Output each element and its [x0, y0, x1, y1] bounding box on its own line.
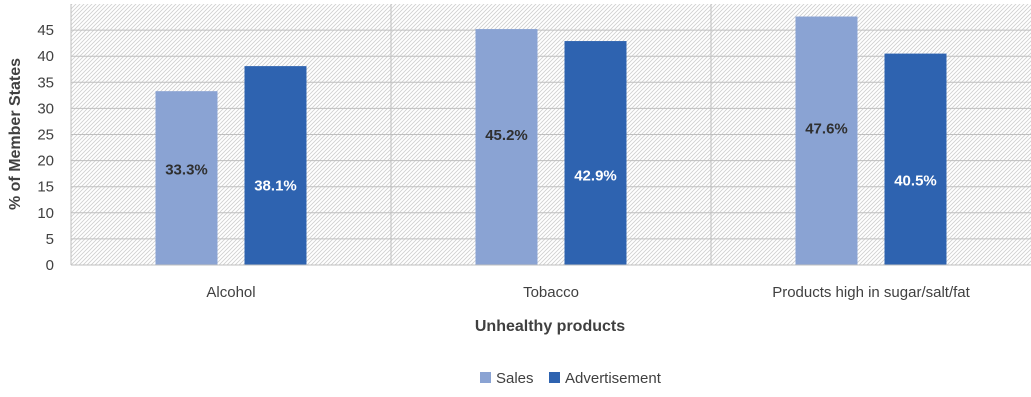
- bar-advertisement-2: [884, 53, 947, 266]
- category-separators: [70, 4, 712, 265]
- legend: Sales Advertisement: [480, 370, 662, 387]
- x-tick-label: Products high in sugar/salt/fat: [772, 284, 970, 301]
- y-tick-label: 5: [46, 231, 54, 248]
- y-tick-label: 40: [37, 48, 54, 65]
- y-axis-title: % of Member States: [7, 58, 24, 210]
- legend-swatch: [549, 372, 560, 383]
- y-tick-label: 20: [37, 153, 54, 170]
- x-tick-label: Tobacco: [523, 284, 579, 301]
- bar-sales-2: [795, 16, 858, 265]
- y-tick-label: 30: [37, 100, 54, 117]
- bars: [155, 16, 947, 266]
- legend-label: Sales: [496, 370, 534, 387]
- y-tick-label: 15: [37, 179, 54, 196]
- x-axis-ticks: Alcohol Tobacco Products high in sugar/sal…: [206, 284, 970, 301]
- bar-data-label: 45.2%: [485, 127, 528, 144]
- y-tick-label: 0: [46, 257, 54, 274]
- legend-swatch: [480, 372, 491, 383]
- bar-data-label: 42.9%: [574, 167, 617, 184]
- y-tick-label: 10: [37, 205, 54, 222]
- y-axis-ticks: 0 5 10 15 20 25 30 35 40 45: [37, 22, 54, 274]
- x-tick-label: Alcohol: [206, 284, 255, 301]
- bar-data-label: 47.6%: [805, 120, 848, 137]
- legend-label: Advertisement: [565, 370, 662, 387]
- bar-labels: 33.3% 38.1% 45.2% 42.9% 47.6% 40.5%: [165, 120, 937, 194]
- bar-advertisement-0: [244, 66, 307, 265]
- y-tick-label: 25: [37, 127, 54, 144]
- bar-sales-0: [155, 91, 218, 265]
- y-tick-label: 35: [37, 74, 54, 91]
- x-axis-title: Unhealthy products: [475, 318, 625, 335]
- gridlines: [71, 29, 1031, 240]
- bar-sales-1: [475, 29, 538, 265]
- y-tick-label: 45: [37, 22, 54, 39]
- bar-data-label: 33.3%: [165, 161, 208, 178]
- bar-data-label: 38.1%: [254, 177, 297, 194]
- bar-advertisement-1: [564, 41, 627, 266]
- bar-data-label: 40.5%: [894, 172, 937, 189]
